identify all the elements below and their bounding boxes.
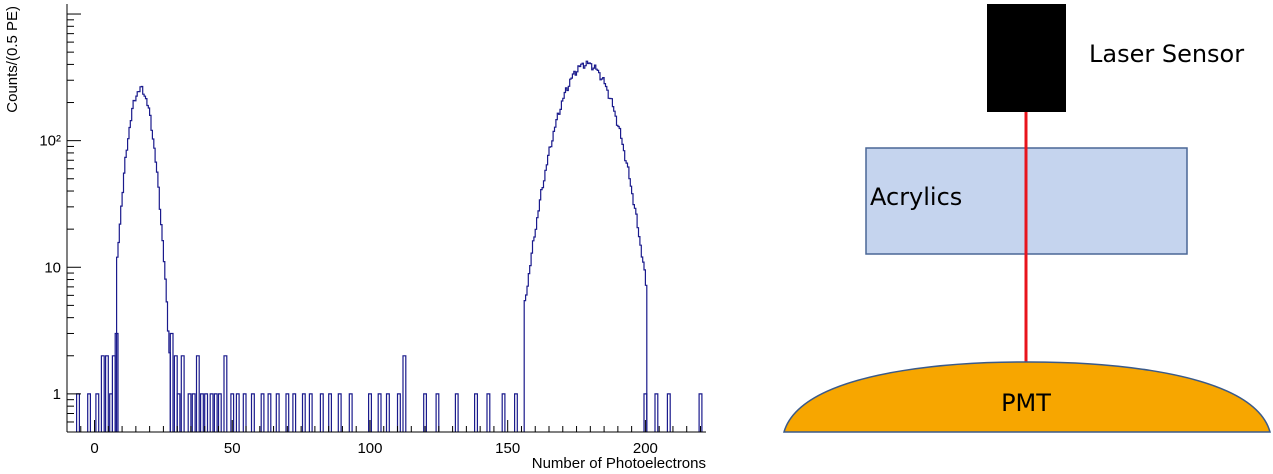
histogram-bin [301,393,306,432]
x-tick-label: 50 [224,440,241,457]
histogram-bin [474,393,478,432]
histogram-bin [501,393,506,432]
histogram-bin [204,393,209,432]
histogram-bin [242,393,247,432]
histogram-peak-high [523,60,648,432]
histogram-bin [213,393,218,432]
histogram-bin [87,393,91,432]
y-tick-label: 10² [39,133,61,150]
histogram-bin [191,393,196,432]
histogram-bin [217,393,222,432]
laser-sensor-label: Laser Sensor [1089,40,1244,68]
histogram-bin [643,393,648,432]
histogram-bin [209,393,214,432]
x-axis-ticks: 0 50 100 150 200 [66,420,701,457]
histogram-bin [402,355,407,432]
histogram-bin [328,393,332,432]
histogram-bin [348,393,353,432]
histogram-chart: 0 50 100 150 200 1 10 10² Number of Photoelect… [4,4,706,472]
histogram-bin [698,393,703,432]
histogram-bin [423,393,427,432]
histogram-bin [666,393,671,432]
histogram-bin [114,332,119,432]
plot-area [76,60,703,432]
y-tick-label: 10 [44,259,61,276]
histogram-bin [654,393,659,432]
histogram-bin [337,393,342,432]
x-axis-title: Number of Photoelectrons [532,455,706,472]
x-tick-label: 200 [633,440,658,457]
histogram-bin [368,393,372,432]
histogram-bin [105,355,109,432]
histogram-bin [180,355,185,432]
histogram-bin [260,393,265,432]
histogram-bin [435,393,440,432]
laser-sensor-box [987,4,1066,112]
histogram-bin [176,393,181,432]
histogram-bin [76,393,80,432]
y-tick-label: 1 [53,386,61,403]
histogram-bin [292,393,297,432]
x-tick-label: 100 [357,440,382,457]
histogram-bin [95,393,100,432]
histogram-bin [250,393,255,432]
histogram-bin [195,355,200,432]
histogram-bin [200,393,204,432]
histogram-bin [396,393,401,432]
setup-diagram: Laser Sensor Acrylics PMT [782,4,1271,433]
histogram-bin [377,393,382,432]
pmt-label: PMT [1001,389,1051,417]
histogram-bin [235,393,240,432]
histogram-bin [319,393,324,432]
histogram-bin [486,393,491,432]
histogram-bin [223,355,228,432]
pmt-dome [782,361,1271,433]
x-tick-label: 150 [495,440,520,457]
x-tick-label: 0 [90,440,98,457]
histogram-bin [275,393,280,432]
histogram-bin [169,332,174,432]
histogram-bin [267,393,272,432]
y-axis-ticks: 1 10 10² [39,13,81,433]
y-axis-title: Counts/(0.5 PE) [4,6,21,113]
acrylics-label: Acrylics [870,183,962,211]
histogram-bin [385,393,390,432]
histogram-bin [187,393,192,432]
histogram-peak-low [116,85,171,432]
histogram-bin [100,355,105,432]
histogram-bin [285,393,290,432]
histogram-bin [230,393,235,432]
histogram-bin [514,393,518,432]
histogram-bin [308,393,313,432]
histogram-bin [454,393,459,432]
